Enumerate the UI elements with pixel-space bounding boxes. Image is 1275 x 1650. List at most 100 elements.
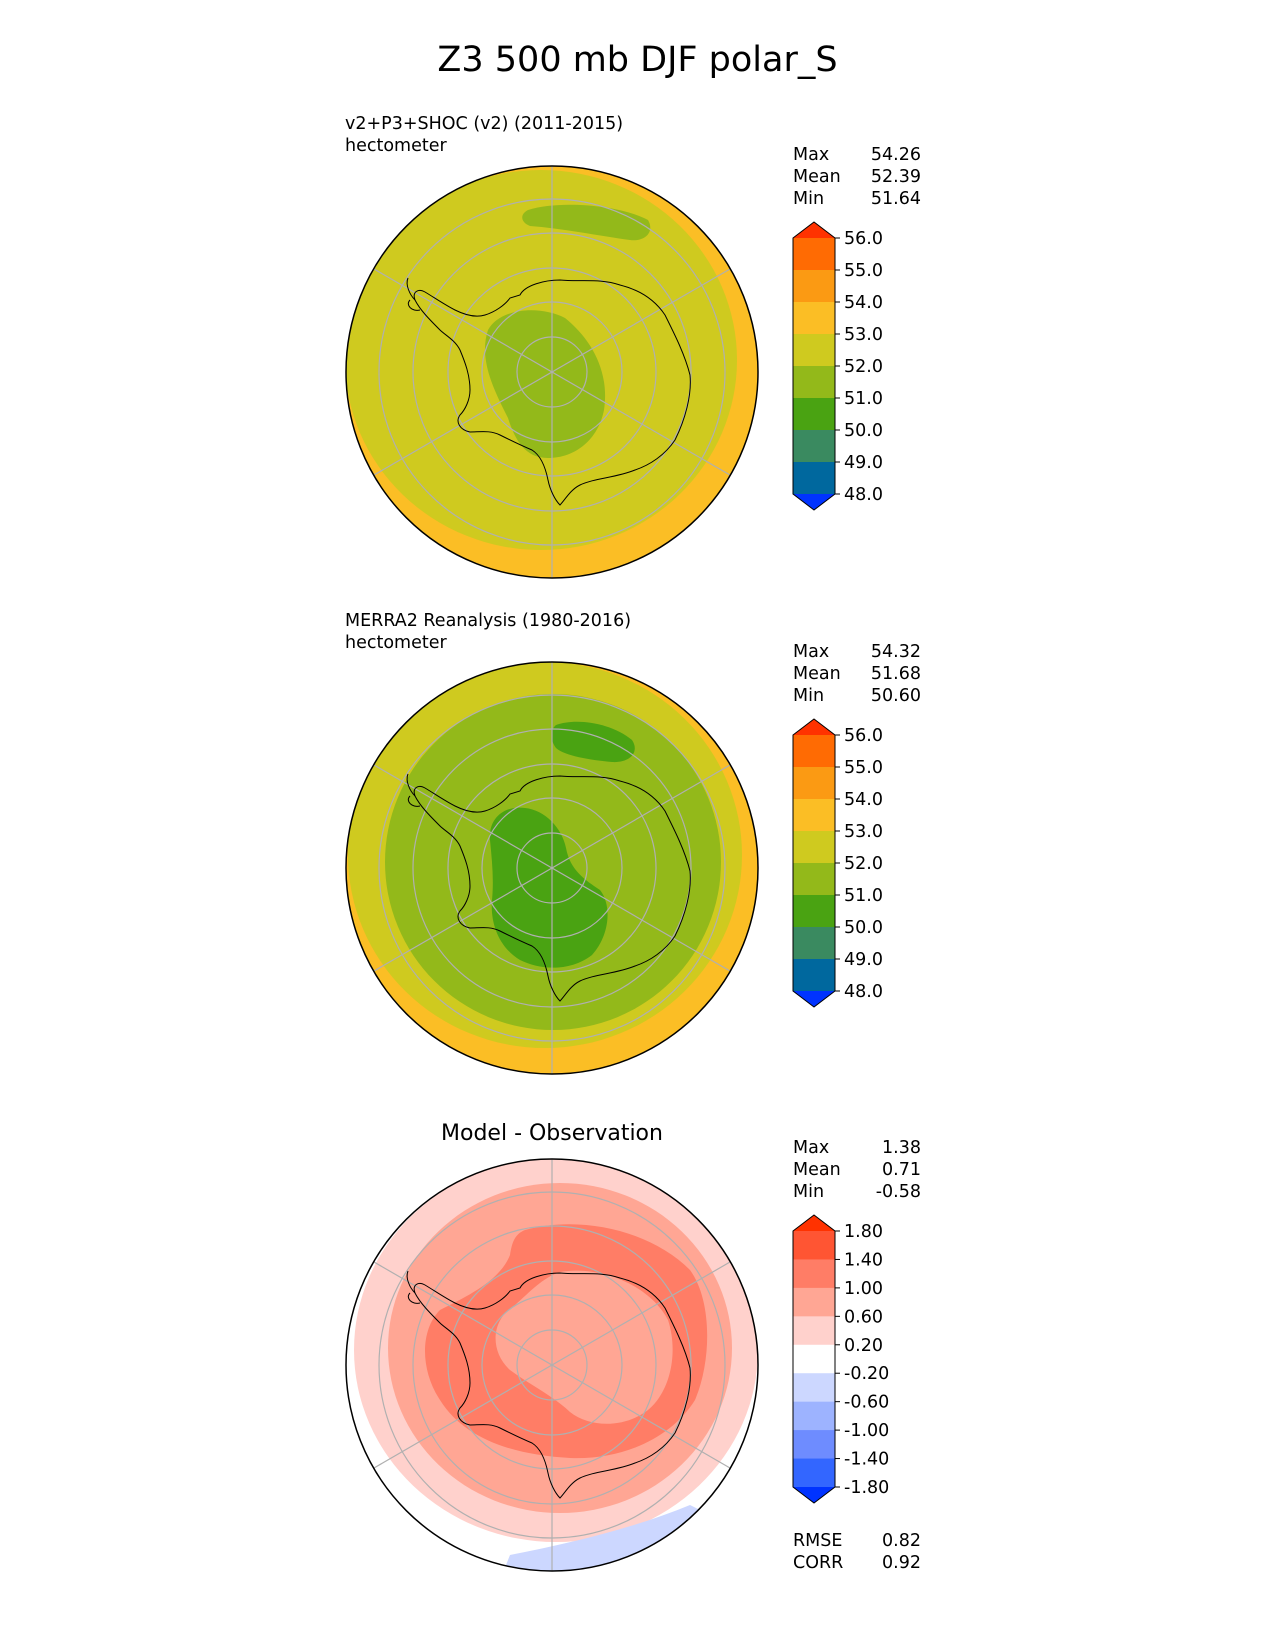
colorbar-tick-label: 49.0 — [844, 453, 883, 473]
colorbar-tick-label: -1.80 — [844, 1478, 889, 1498]
panel-3-graticule — [373, 1159, 731, 1571]
stat-label-min: Min — [793, 686, 825, 706]
colorbar-tick-label: -0.60 — [844, 1393, 889, 1413]
stat-mean: 51.68 — [870, 664, 921, 684]
corr-value: 0.92 — [882, 1553, 921, 1573]
colorbar-tick-label: 0.60 — [844, 1307, 883, 1327]
colorbar-segment — [793, 334, 835, 367]
stat-label-min: Min — [793, 1182, 825, 1202]
stat-label-max: Max — [793, 1138, 830, 1158]
colorbar-tick-label: 54.0 — [844, 293, 883, 313]
colorbar-segment — [793, 735, 835, 768]
colorbar-tick-label: 49.0 — [844, 950, 883, 970]
stat-label-max: Max — [793, 642, 830, 662]
colorbar-tick-label: -0.20 — [844, 1364, 889, 1384]
panel-3-stats: Max 1.38 Mean 0.71 Min -0.58 — [793, 1137, 921, 1203]
field-band-51-52-north — [522, 204, 651, 241]
colorbar-tick-label: 56.0 — [844, 726, 883, 746]
colorbar-segment — [793, 1458, 835, 1488]
panel-1-colorbar: 48.0 49.0 50.0 51.0 52.0 53.0 54.0 55.0 56.0 — [792, 221, 883, 511]
colorbar-segment — [793, 799, 835, 832]
colorbar-tick-label: 1.80 — [844, 1222, 883, 1242]
stat-label-mean: Mean — [793, 1160, 841, 1180]
colorbar-tick-label: 55.0 — [844, 758, 883, 778]
figure-title: Z3 500 mb DJF polar_S — [437, 40, 838, 80]
stat-min: 50.60 — [870, 686, 921, 706]
panel-1-units: hectometer — [345, 136, 447, 156]
colorbar-tick-label: 53.0 — [844, 822, 883, 842]
stat-max: 54.32 — [870, 642, 921, 662]
corr-label: CORR — [793, 1553, 844, 1573]
colorbar-segment — [793, 302, 835, 335]
colorbar-tick-label: 50.0 — [844, 918, 883, 938]
panel-3-coastline — [406, 1270, 691, 1499]
colorbar-tick-label: 53.0 — [844, 325, 883, 345]
stat-label-min: Min — [793, 189, 825, 209]
colorbar-tick-label: 51.0 — [844, 886, 883, 906]
colorbar-segment — [793, 430, 835, 463]
colorbar-segment — [793, 398, 835, 431]
colorbar-segment — [793, 863, 835, 896]
panel-1-frame — [345, 165, 759, 579]
panel-2-colorbar: 48.0 49.0 50.0 51.0 52.0 53.0 54.0 55.0 56.0 — [792, 718, 883, 1008]
stat-min: 51.64 — [870, 189, 921, 209]
colorbar-tick-label: 50.0 — [844, 421, 883, 441]
colorbar-segment — [793, 1259, 835, 1289]
colorbar-tick-label: 55.0 — [844, 261, 883, 281]
panel-1-stats: Max 54.26 Mean 52.39 Min 51.64 — [793, 144, 921, 210]
colorbar-tick-label: 1.40 — [844, 1250, 883, 1270]
colorbar-tick-label: 1.00 — [844, 1279, 883, 1299]
stat-max: 1.38 — [882, 1138, 921, 1158]
colorbar-segment — [793, 1344, 835, 1374]
colorbar-extend-min — [793, 494, 835, 510]
panel-3-colorbar: -1.80 -1.40 -1.00 -0.60 -0.20 0.20 0.60 1.00 1.4… — [792, 1214, 889, 1504]
colorbar-segment — [793, 1430, 835, 1460]
panel-1-graticule — [373, 166, 731, 578]
panel-1-coastline — [406, 277, 691, 506]
colorbar-segment — [793, 1373, 835, 1403]
colorbar-segment — [793, 1287, 835, 1317]
panel-2-graticule — [373, 662, 731, 1074]
rmse-label: RMSE — [793, 1531, 843, 1551]
panel-3-metrics: RMSE 0.82 CORR 0.92 — [793, 1530, 921, 1574]
stat-max: 54.26 — [870, 145, 921, 165]
colorbar-tick-label: 52.0 — [844, 854, 883, 874]
panel-2-units: hectometer — [345, 633, 447, 653]
panel-3-frame — [345, 1158, 759, 1572]
colorbar-tick-label: 48.0 — [844, 485, 883, 505]
colorbar-segment — [793, 366, 835, 399]
colorbar-segment — [793, 270, 835, 303]
stat-label-mean: Mean — [793, 664, 841, 684]
colorbar-segment — [793, 895, 835, 928]
colorbar-tick-label: 52.0 — [844, 357, 883, 377]
colorbar-segment — [793, 767, 835, 800]
panel-2-coastline — [406, 773, 691, 1002]
panel-1-title: v2+P3+SHOC (v2) (2011-2015) — [345, 114, 624, 134]
colorbar-tick-label: 0.20 — [844, 1336, 883, 1356]
colorbar-segment — [793, 1401, 835, 1431]
field-band-51-52-pole — [484, 310, 606, 458]
rmse-value: 0.82 — [882, 1531, 921, 1551]
colorbar-tick-label: -1.00 — [844, 1421, 889, 1441]
colorbar-extend-max — [793, 222, 835, 238]
stat-mean: 52.39 — [870, 167, 921, 187]
colorbar-segment — [793, 959, 835, 992]
stat-min: -0.58 — [875, 1182, 921, 1202]
panel-2-title: MERRA2 Reanalysis (1980-2016) — [345, 611, 632, 631]
field-band-06-10-inner — [495, 1270, 673, 1424]
panel-2-frame — [345, 661, 759, 1075]
stat-label-max: Max — [793, 145, 830, 165]
colorbar-segment — [793, 238, 835, 271]
colorbar-segment — [793, 927, 835, 960]
colorbar-segment — [793, 1316, 835, 1346]
colorbar-segment — [793, 1231, 835, 1260]
colorbar-segment — [793, 462, 835, 495]
panel-2-stats: Max 54.32 Mean 51.68 Min 50.60 — [793, 641, 921, 707]
colorbar-tick-label: 51.0 — [844, 389, 883, 409]
colorbar-tick-label: 48.0 — [844, 982, 883, 1002]
colorbar-segment — [793, 831, 835, 864]
colorbar-tick-label: 54.0 — [844, 790, 883, 810]
colorbar-tick-label: 56.0 — [844, 229, 883, 249]
colorbar-extend-max — [793, 719, 835, 735]
